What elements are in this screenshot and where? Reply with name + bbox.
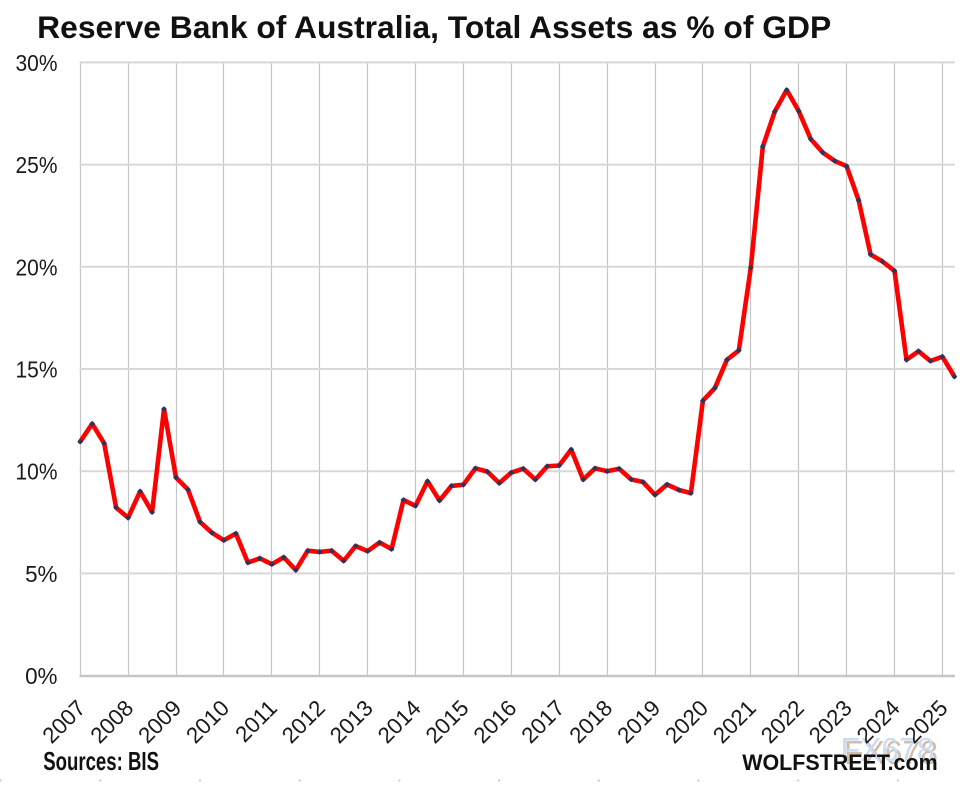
svg-text:2016: 2016: [469, 695, 522, 748]
svg-text:2018: 2018: [564, 695, 617, 748]
svg-text:2022: 2022: [756, 695, 809, 748]
svg-text:2010: 2010: [181, 695, 234, 748]
svg-text:2007: 2007: [38, 695, 91, 748]
svg-text:FX678: FX678: [844, 734, 938, 771]
svg-text:2013: 2013: [325, 695, 378, 748]
svg-text:2017: 2017: [517, 695, 570, 748]
svg-text:2015: 2015: [421, 695, 474, 748]
svg-text:10%: 10%: [16, 459, 58, 485]
svg-text:2020: 2020: [660, 695, 713, 748]
svg-text:Sources: BIS: Sources: BIS: [43, 746, 159, 776]
svg-text:WOLFSTREET.com: WOLFSTREET.com: [742, 750, 938, 775]
svg-text:2009: 2009: [133, 695, 186, 748]
svg-text:FX678: FX678: [841, 731, 935, 768]
svg-text:2008: 2008: [85, 695, 138, 748]
svg-text:2021: 2021: [708, 695, 761, 748]
svg-text:Reserve Bank of Australia, Tot: Reserve Bank of Australia, Total Assets …: [37, 10, 831, 45]
svg-text:2014: 2014: [373, 695, 426, 748]
svg-text:5%: 5%: [25, 561, 57, 587]
svg-text:20%: 20%: [16, 254, 58, 280]
svg-text:15%: 15%: [16, 357, 58, 383]
svg-text:30%: 30%: [16, 50, 58, 76]
svg-text:25%: 25%: [16, 152, 58, 178]
svg-text:2012: 2012: [277, 695, 330, 748]
svg-text:0%: 0%: [25, 663, 57, 689]
svg-text:2019: 2019: [612, 695, 665, 748]
svg-text:2011: 2011: [230, 695, 282, 747]
